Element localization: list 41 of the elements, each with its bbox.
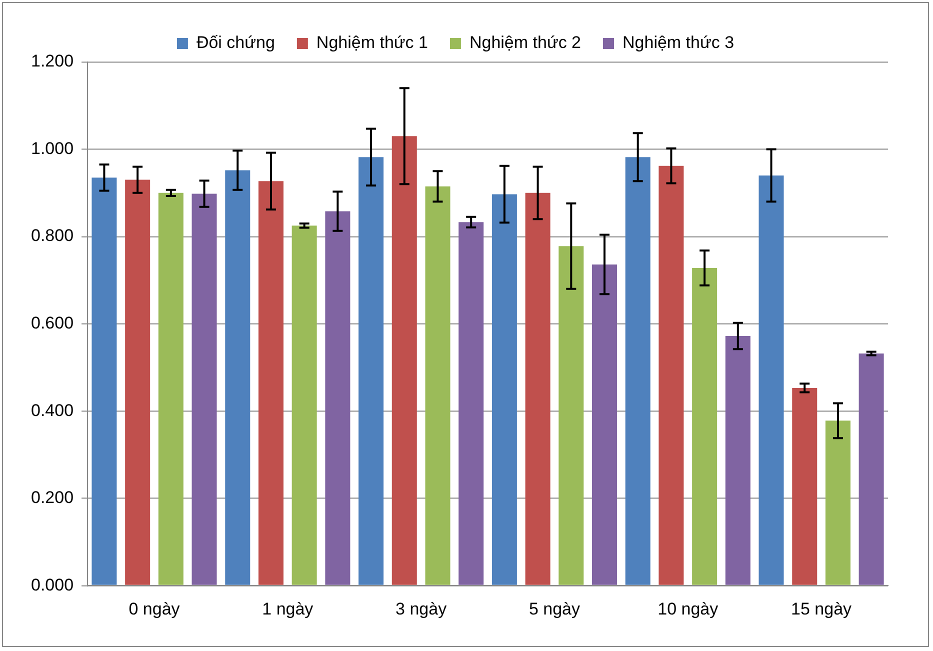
bar: [825, 420, 850, 585]
legend-label: Nghiệm thức 2: [469, 33, 582, 52]
bar: [358, 157, 384, 585]
legend-label: Đối chứng: [196, 33, 275, 52]
legend-label: Nghiệm thức 3: [622, 33, 734, 52]
bar: [658, 166, 684, 585]
bar: [492, 194, 517, 585]
y-tick-label: 0.400: [30, 400, 74, 420]
bar: [425, 186, 450, 585]
bar: [158, 192, 184, 585]
bar: [458, 222, 484, 585]
x-tick-label: 1 ngày: [262, 599, 314, 618]
bar: [625, 157, 650, 585]
bar: [325, 211, 350, 585]
bar: [125, 180, 150, 585]
y-tick-label: 1.000: [30, 138, 74, 158]
bar: [192, 194, 217, 585]
x-tick-label: 0 ngày: [128, 599, 180, 618]
x-tick-label: 3 ngày: [396, 599, 448, 618]
bar: [858, 353, 884, 585]
bar: [258, 181, 284, 585]
bar: [525, 192, 550, 585]
y-tick-label: 0.600: [30, 313, 74, 332]
bar: [758, 175, 784, 585]
bar: [592, 264, 618, 585]
bar: [792, 388, 818, 585]
bar: [392, 136, 417, 585]
y-tick-label: 0.800: [30, 226, 74, 246]
bar: [292, 226, 317, 585]
y-tick-label: 1.200: [30, 52, 74, 71]
x-tick-label: 15 ngày: [791, 599, 852, 618]
y-tick-label: 0.200: [30, 488, 74, 508]
y-tick-label: 0.000: [30, 575, 74, 594]
bar: [692, 268, 718, 585]
x-tick-label: 5 ngày: [528, 599, 580, 618]
bar: [725, 336, 750, 585]
bar: [92, 178, 117, 585]
bar: [558, 246, 584, 585]
legend-label: Nghiệm thức 1: [316, 33, 428, 52]
bar: [225, 170, 250, 585]
x-tick-label: 10 ngày: [658, 599, 719, 618]
